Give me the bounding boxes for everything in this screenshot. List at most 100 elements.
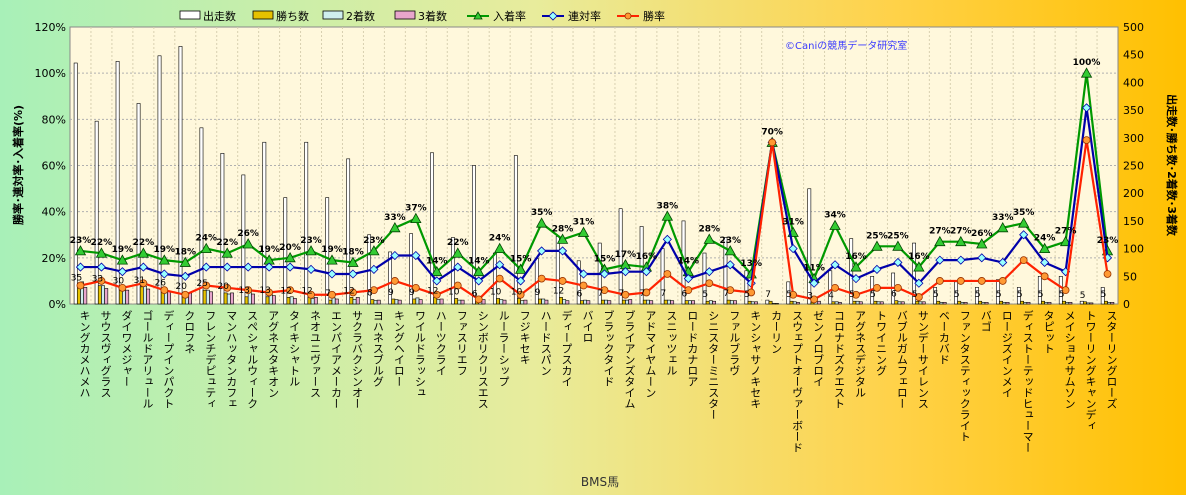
y-tick-label-left: 80% [42, 113, 66, 126]
bar-3着数 [544, 299, 549, 305]
bar-label: 5 [1080, 291, 1086, 301]
legend-label: 勝ち数 [276, 9, 309, 23]
bar-勝ち数 [1104, 300, 1108, 305]
point-label: 33% [384, 213, 406, 223]
point-勝率 [76, 281, 85, 290]
bar-勝ち数 [517, 298, 521, 305]
point-label: 37% [405, 204, 427, 214]
point-連対率 [432, 276, 442, 286]
bar-label: 9 [409, 288, 415, 298]
point-入着率 [703, 233, 715, 244]
point-label: 14% [678, 257, 700, 267]
bar-2着数 [205, 289, 210, 305]
point-勝率 [956, 277, 965, 285]
bar-label: 10 [490, 287, 502, 297]
point-連対率 [914, 278, 924, 288]
point-連対率 [159, 269, 169, 279]
bar-3着数 [565, 300, 570, 305]
point-連対率 [1019, 230, 1029, 240]
x-tick-label: マンハッタンカフェ [225, 310, 238, 409]
bar-label: 5 [849, 290, 855, 300]
y-tick-label-right: 450 [1123, 49, 1144, 62]
point-連対率 [599, 269, 610, 279]
legend-label: 入着率 [493, 9, 526, 23]
bar-2着数 [897, 301, 902, 305]
y-tick-label-left: 0% [49, 298, 66, 311]
bar-勝ち数 [1062, 300, 1066, 305]
point-入着率 [1038, 242, 1051, 254]
point-勝率 [768, 138, 777, 147]
bar-出走数 [744, 270, 749, 305]
bar-3着数 [334, 298, 339, 305]
bar-出走数 [346, 158, 351, 305]
point-連対率 [516, 276, 526, 286]
point-連対率 [453, 262, 463, 272]
bar-3着数 [1047, 302, 1052, 305]
bar-出走数 [136, 103, 141, 305]
bar-2着数 [289, 296, 294, 305]
x-tick-label: ファルブラヴ [728, 310, 741, 376]
bar-出走数 [220, 153, 225, 305]
bar-3着数 [355, 297, 360, 305]
x-tick-label: メイショウサムソン [1063, 310, 1076, 409]
point-入着率 [389, 222, 401, 233]
bar-label: 6 [472, 290, 478, 300]
bar-勝ち数 [139, 286, 144, 305]
point-label: 22% [216, 238, 238, 248]
bar-勝ち数 [97, 285, 102, 305]
bar-label: 10 [511, 287, 523, 297]
point-勝率 [642, 288, 651, 297]
point-勝率 [1040, 272, 1049, 281]
y-axis-title-right: 出走数･勝ち数･2着数･3着数 [1165, 94, 1179, 237]
bar-2着数 [834, 301, 839, 305]
point-勝率 [621, 290, 630, 299]
bar-出走数 [513, 155, 518, 305]
bar-2着数 [1002, 302, 1007, 305]
point-勝率 [411, 283, 420, 292]
bar-2着数 [1107, 302, 1112, 305]
point-入着率 [452, 247, 464, 258]
bar-勝ち数 [789, 300, 794, 305]
point-入着率 [1018, 217, 1030, 228]
point-入着率 [431, 265, 443, 277]
y-tick-label-right: 100 [1123, 243, 1144, 256]
bar-label: 5 [912, 290, 918, 300]
point-連対率 [662, 234, 672, 244]
point-label: 23% [719, 236, 741, 246]
point-label: 19% [321, 245, 343, 255]
legend-label: 連対率 [568, 9, 601, 23]
bar-出走数 [262, 141, 267, 305]
bar-出走数 [618, 208, 623, 305]
bar-3着数 [146, 288, 151, 305]
bar-2着数 [771, 303, 776, 305]
point-label: 22% [91, 238, 113, 248]
y-tick-label-left: 60% [42, 160, 66, 173]
legend-swatch [179, 10, 201, 20]
bar-3着数 [83, 287, 88, 305]
point-label: 15% [510, 254, 532, 264]
x-tick-label: ファスリエフ [455, 310, 468, 376]
point-入着率 [1059, 235, 1072, 247]
y-tick-label-left: 40% [42, 206, 66, 219]
point-label: 16% [636, 252, 658, 262]
point-勝率 [202, 281, 211, 290]
point-連対率 [222, 262, 232, 272]
point-label: 13% [740, 259, 762, 269]
bar-3着数 [1110, 302, 1115, 305]
bar-label: 26 [155, 279, 167, 289]
point-label: 25% [887, 231, 909, 241]
bar-出走数 [1100, 287, 1105, 305]
point-入着率 [997, 222, 1009, 233]
bar-3着数 [439, 298, 444, 305]
x-tick-label: スニッツェル [665, 310, 678, 376]
point-連対率 [683, 274, 693, 284]
point-連対率 [620, 267, 631, 277]
point-label: 26% [237, 229, 259, 239]
point-連対率 [75, 262, 86, 272]
x-tick-label: ダイワメジャー [120, 310, 133, 387]
point-入着率 [724, 245, 736, 256]
bar-2着数 [604, 299, 608, 305]
x-tick-label: アグネスデジタル [854, 310, 867, 398]
bar-label: 7 [598, 289, 604, 299]
point-連対率 [180, 271, 190, 281]
